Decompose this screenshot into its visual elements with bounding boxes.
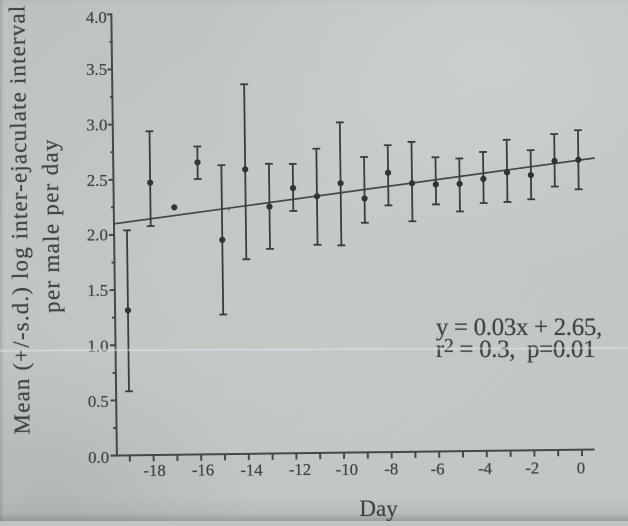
svg-text:-4: -4 xyxy=(478,459,493,478)
svg-text:-6: -6 xyxy=(431,459,445,478)
svg-text:0: 0 xyxy=(577,458,585,477)
svg-text:4.0: 4.0 xyxy=(86,8,107,27)
svg-text:0.0: 0.0 xyxy=(88,448,109,467)
svg-text:-2: -2 xyxy=(525,459,539,478)
svg-text:Mean (+/-s.d.) log inter-ejacu: Mean (+/-s.d.) log inter-ejaculate inter… xyxy=(4,5,34,435)
svg-text:-12: -12 xyxy=(289,460,311,479)
svg-text:per male per day: per male per day xyxy=(37,138,64,313)
svg-text:-16: -16 xyxy=(192,461,214,480)
svg-text:-14: -14 xyxy=(240,460,263,479)
svg-text:1.0: 1.0 xyxy=(88,336,109,355)
svg-text:1.5: 1.5 xyxy=(87,281,108,300)
svg-text:-10: -10 xyxy=(336,460,358,479)
svg-text:0.5: 0.5 xyxy=(88,392,109,411)
svg-text:-8: -8 xyxy=(384,460,398,479)
svg-text:2.0: 2.0 xyxy=(87,226,108,245)
svg-text:Day: Day xyxy=(359,496,398,521)
svg-text:2.5: 2.5 xyxy=(87,171,108,190)
svg-text:3.0: 3.0 xyxy=(86,116,107,135)
svg-text:3.5: 3.5 xyxy=(86,60,107,79)
svg-text:-18: -18 xyxy=(143,461,165,480)
